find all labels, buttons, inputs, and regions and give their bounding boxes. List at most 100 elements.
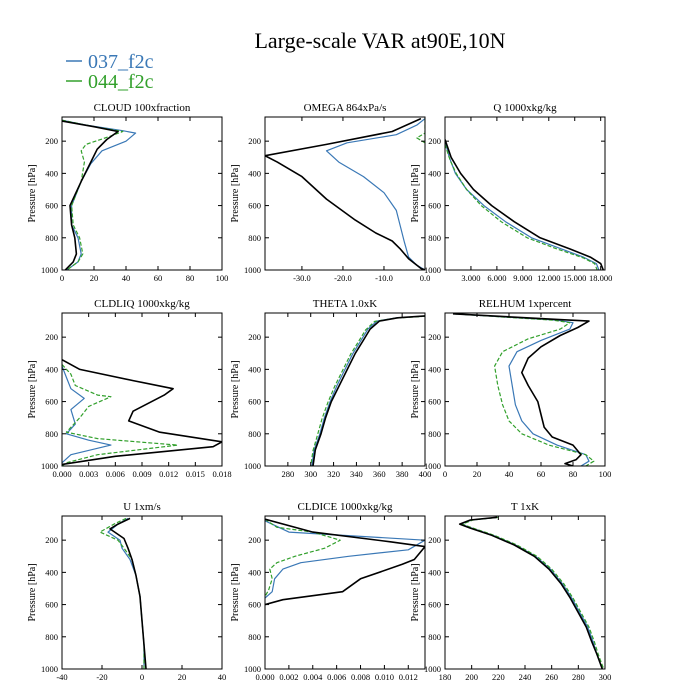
panel-0-line-044_f2c [62,119,124,270]
panel-3-ytick-label: 200 [45,332,58,342]
panel-3-xtick-label: 0.009 [132,469,151,479]
panel-0-ylabel: Pressure [hPa] [27,164,38,222]
panel-6-line-044_f2c [99,517,145,669]
panel-5-line-037_f2c [452,313,590,466]
panel-3-series [62,358,222,466]
panel-7-xtick-label: 0.002 [279,672,298,682]
panel-5-ytick-label: 1000 [424,461,441,471]
panel-4-xtick-label: 320 [327,469,340,479]
panel-5-xtick-label: 100 [599,469,612,479]
panel-4-series [310,315,425,466]
panel-2-ytick-label: 200 [428,136,441,146]
panel-6-xtick-label: 0 [140,672,144,682]
panel-2-xtick-label: 6.000 [487,273,506,283]
panel-5-xtick-label: 60 [537,469,546,479]
panel-8-ytick-label: 200 [428,535,441,545]
panel-8-line-reference [458,516,604,669]
panel-6-line-037_f2c [107,517,145,669]
panel-3-ytick-label: 1000 [41,461,58,471]
panel-4-ytick-label: 200 [248,332,261,342]
panel-6-ytick-label: 400 [45,567,58,577]
panel-0-title: CLOUD 100xfraction [94,102,191,114]
panels: CLOUD 100xfraction Pressure [hPa] 0 20 40 60 8… [27,102,612,682]
panel-1-ylabel: Pressure [hPa] [230,164,241,222]
panel-1-ytick-label: 200 [248,136,261,146]
panel-7-ylabel: Pressure [hPa] [230,563,241,621]
panel-6: U 1xm/s Pressure [hPa] -40 -20 0 20 40 200 400 60… [27,501,226,682]
panel-3-ytick-label: 600 [45,397,58,407]
panel-6-line-reference [109,517,147,669]
panel-8-ytick-label: 400 [428,567,441,577]
panel-2-line-reference [445,139,605,270]
panel-6-xtick-label: 20 [178,672,187,682]
panel-1-title: OMEGA 864xPa/s [304,102,387,114]
panel-8-frame [444,515,606,670]
panel-5-series [452,313,595,466]
legend-label-044: 044_f2c [88,71,154,93]
panel-8-ytick-label: 800 [428,632,441,642]
panel-4: THETA 1.0xK Pressure [hPa] 280 300 320 340 360… [230,298,431,479]
panel-1-line-044_f2c [416,118,425,144]
panel-0-xtick-label: 0 [60,273,64,283]
panel-7-xtick-label: 0.008 [351,672,370,682]
panel-4-xtick-label: 280 [281,469,294,479]
panel-0-series [62,119,137,270]
panel-4-title: THETA 1.0xK [313,298,378,310]
panel-7-xtick-label: 0.010 [375,672,394,682]
panel-1-xtick-label: -30.0 [293,273,311,283]
panel-7-line-reference [265,518,425,606]
panel-0-xtick-label: 40 [122,273,131,283]
panel-1-ytick-label: 1000 [244,265,261,275]
panel-0: CLOUD 100xfraction Pressure [hPa] 0 20 40 60 8… [27,102,228,283]
panel-4-frame [264,312,426,467]
panel-6-ytick-label: 1000 [41,664,58,674]
panel-3-line-reference [62,358,222,466]
panel-8-ylabel: Pressure [hPa] [410,563,421,621]
panel-1-series [265,117,425,270]
panel-4-line-037_f2c [311,315,425,466]
panel-3-ylabel: Pressure [hPa] [27,360,38,418]
panel-5-ytick-label: 200 [428,332,441,342]
panel-8-xtick-label: 240 [519,672,532,682]
panel-5-ylabel: Pressure [hPa] [410,360,421,418]
panel-2-title: Q 1000xkg/kg [493,102,557,114]
panel-5-ytick-label: 600 [428,397,441,407]
panel-0-ytick-label: 800 [45,233,58,243]
panel-0-frame [61,116,223,271]
panel-5-line-044_f2c [452,313,595,466]
panel-2-xtick-label: 15.000 [563,273,586,283]
panel-8-xtick-label: 180 [439,672,452,682]
panel-2-ytick-label: 400 [428,168,441,178]
panel-3: CLDLIQ 1000xkg/kg Pressure [hPa] 0.000 0.00… [27,298,232,479]
panel-5-xtick-label: 0 [443,469,447,479]
panel-0-ytick-label: 400 [45,168,58,178]
panel-1-xtick-label: -10.0 [375,273,393,283]
panel-1-ytick-label: 400 [248,168,261,178]
panel-7-ytick-label: 200 [248,535,261,545]
panel-8-xtick-label: 300 [599,672,612,682]
panel-6-series [99,517,147,669]
panel-1-xtick-label: 0.0 [420,273,431,283]
panel-7-frame [264,515,426,670]
panel-7-line-044_f2c [265,518,341,597]
panel-8-xtick-label: 280 [572,672,585,682]
panel-2-ytick-label: 600 [428,201,441,211]
panel-3-xtick-label: 0.012 [159,469,178,479]
panel-2-ytick-label: 1000 [424,265,441,275]
panel-3-ytick-label: 800 [45,429,58,439]
panel-5-title: RELHUM 1xpercent [479,298,572,310]
panel-3-line-044_f2c [62,364,179,466]
panel-4-xtick-label: 300 [304,469,317,479]
panel-8-ytick-label: 600 [428,600,441,610]
panel-1: OMEGA 864xPa/s Pressure [hPa] -30.0 -20.0 -1… [230,102,430,283]
figure-title: Large-scale VAR at90E,10N [254,28,505,53]
panel-1-xtick-label: -20.0 [334,273,352,283]
panel-4-xtick-label: 360 [373,469,386,479]
panel-0-xtick-label: 80 [186,273,195,283]
panel-3-xtick-label: 0.003 [79,469,98,479]
panel-5-line-reference [452,313,590,466]
panel-4-ytick-label: 1000 [244,461,261,471]
panel-3-xtick-label: 0.015 [186,469,205,479]
panel-6-ytick-label: 200 [45,535,58,545]
